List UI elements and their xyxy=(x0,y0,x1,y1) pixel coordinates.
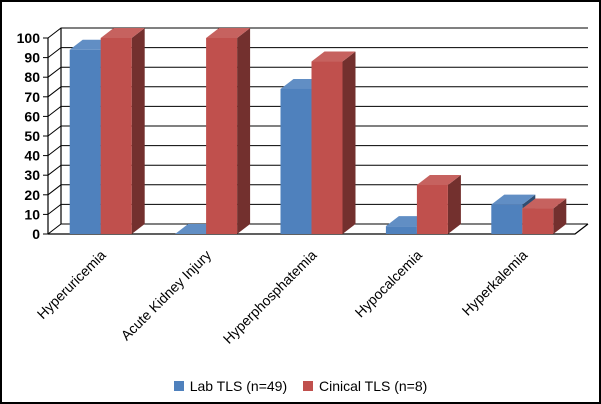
bar-top xyxy=(416,175,461,185)
bar xyxy=(416,175,461,234)
bar xyxy=(100,28,145,234)
x-tick-label: Hyperkalemia xyxy=(459,247,531,319)
bars xyxy=(69,28,567,235)
y-tick-label: 90 xyxy=(24,50,40,66)
y-tick-label: 60 xyxy=(24,108,40,124)
bar-side xyxy=(237,28,251,234)
bar-front xyxy=(311,61,343,234)
legend-label: Lab TLS (n=49) xyxy=(189,378,288,394)
bar-side xyxy=(447,175,461,234)
legend-label: Cinical TLS (n=8) xyxy=(319,378,428,394)
bar-side xyxy=(342,51,356,234)
bar-top xyxy=(206,28,251,38)
bar-top xyxy=(100,28,145,38)
x-tick-label: Hyperphosphatemia xyxy=(220,247,320,347)
bar-top xyxy=(491,194,536,205)
legend-swatch xyxy=(173,381,184,391)
legend-item-lab-tls: Lab TLS (n=49) xyxy=(173,378,288,394)
bar-front xyxy=(206,38,238,234)
bar xyxy=(522,198,567,234)
bar-top xyxy=(522,198,567,209)
bar-front xyxy=(491,204,523,234)
y-tick-label: 100 xyxy=(17,30,41,46)
y-tick-label: 0 xyxy=(32,226,40,242)
x-tick-label: Hyperuricemia xyxy=(34,247,109,322)
bar-front xyxy=(69,49,101,235)
y-tick-label: 40 xyxy=(24,148,40,164)
bar-side xyxy=(131,28,145,234)
bar-front xyxy=(385,226,417,234)
bar-front xyxy=(416,185,448,234)
bar-front xyxy=(522,208,554,234)
x-tick-labels: Hyperuricemia Acute Kidney Injury Hyperpho… xyxy=(34,247,531,347)
legend-swatch xyxy=(303,381,313,391)
y-tick-labels: 0 10 20 30 40 50 60 70 80 90 100 xyxy=(17,30,41,242)
x-tick-label: Hypocalcemia xyxy=(352,247,426,321)
bar-top xyxy=(311,51,356,62)
bar-front xyxy=(100,38,132,234)
bar-side xyxy=(553,198,567,234)
bar xyxy=(206,28,251,234)
legend: Lab TLS (n=49) Cinical TLS (n=8) xyxy=(0,378,601,394)
bar xyxy=(311,51,356,234)
y-tick-label: 70 xyxy=(24,89,40,105)
y-tick-label: 30 xyxy=(24,167,40,183)
y-tick-label: 50 xyxy=(24,128,40,144)
y-tick-label: 10 xyxy=(24,206,40,222)
legend-item-clinical-tls: Cinical TLS (n=8) xyxy=(303,378,427,394)
y-tick-label: 80 xyxy=(24,69,40,85)
bar-front xyxy=(280,88,312,235)
y-tick-label: 20 xyxy=(24,187,40,203)
x-tick-label: Acute Kidney Injury xyxy=(118,247,215,344)
